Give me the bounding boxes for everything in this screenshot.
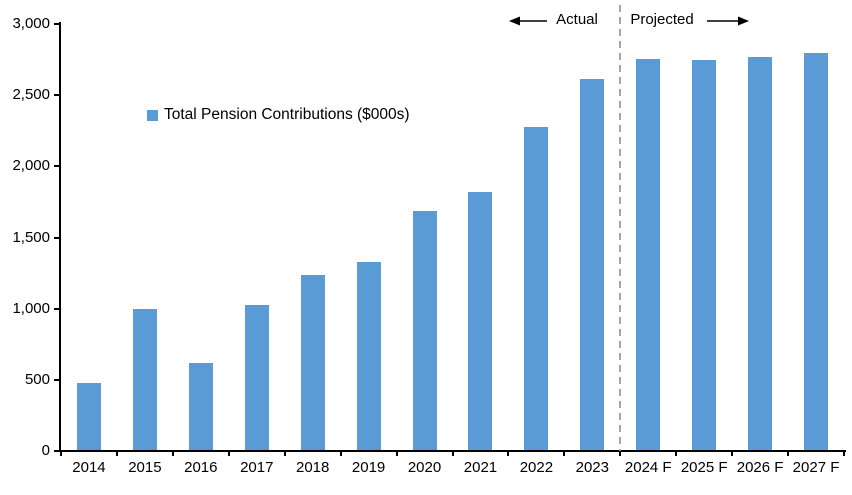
bar-2024 F <box>636 58 661 450</box>
x-tick-mark <box>843 451 845 456</box>
x-tick-mark <box>675 451 678 456</box>
bar-2020 <box>412 210 437 450</box>
x-tick-mark <box>339 451 342 456</box>
y-tick-label: 1,500 <box>12 228 50 246</box>
bar-2022 <box>524 126 549 450</box>
x-tick-label: 2014 <box>72 459 106 476</box>
y-tick-mark <box>54 307 61 310</box>
actual-projected-divider <box>619 5 622 451</box>
y-tick-label: 3,000 <box>12 15 50 32</box>
left-arrow-icon <box>509 16 547 26</box>
x-tick-label: 2015 <box>128 459 162 476</box>
projected-label: Projected <box>630 11 694 28</box>
x-tick-label: 2024 F <box>624 459 672 476</box>
x-tick-label: 2020 <box>407 459 442 476</box>
x-tick-mark <box>171 451 174 456</box>
x-tick-label: 2025 F <box>680 459 728 476</box>
x-tick-label: 2021 <box>463 459 498 476</box>
x-tick-mark <box>451 451 454 456</box>
actual-label: Actual <box>556 11 598 28</box>
x-tick-mark <box>227 451 230 456</box>
x-tick-mark <box>787 451 790 456</box>
x-tick-label: 2026 F <box>736 459 784 476</box>
bar-2017 <box>244 304 269 450</box>
x-tick-mark <box>60 451 62 456</box>
x-tick-label: 2022 <box>519 459 554 476</box>
x-tick-label: 2019 <box>351 459 386 476</box>
bar-2019 <box>356 262 381 450</box>
legend: Total Pension Contributions ($000s) <box>147 105 410 125</box>
x-tick-mark <box>115 451 118 456</box>
y-tick-label: 2,000 <box>12 157 50 175</box>
x-tick-label: 2017 <box>240 459 274 476</box>
x-tick-label: 2016 <box>184 459 218 476</box>
legend-swatch-icon <box>147 109 158 121</box>
bar-2021 <box>468 192 493 450</box>
bar-2016 <box>188 363 213 450</box>
y-tick-mark <box>54 94 61 97</box>
bar-2026 F <box>748 57 773 450</box>
bar-2027 F <box>804 52 829 450</box>
y-tick-mark <box>54 236 61 239</box>
bar-2014 <box>76 383 101 450</box>
x-tick-mark <box>619 451 622 456</box>
right-arrow-icon <box>707 16 749 26</box>
x-tick-label: 2018 <box>295 459 330 476</box>
y-tick-mark <box>54 165 61 168</box>
bar-2025 F <box>692 60 717 450</box>
bar-2023 <box>580 78 605 450</box>
bar-2015 <box>132 309 157 450</box>
y-tick-mark <box>54 378 61 381</box>
y-tick-label: 2,500 <box>12 86 50 104</box>
x-tick-mark <box>507 451 510 456</box>
y-tick-label: 500 <box>24 370 50 388</box>
x-tick-label: 2027 F <box>792 459 840 476</box>
x-tick-mark <box>395 451 398 456</box>
x-tick-mark <box>283 451 286 456</box>
y-tick-label: 1,000 <box>12 299 50 317</box>
y-tick-mark <box>54 23 61 25</box>
y-tick-label: 0 <box>41 442 50 459</box>
y-tick-mark <box>54 450 61 452</box>
bar-2018 <box>300 274 325 450</box>
legend-label: Total Pension Contributions ($000s) <box>164 106 410 123</box>
x-tick-mark <box>563 451 566 456</box>
x-tick-label: 2023 <box>575 459 609 476</box>
x-tick-mark <box>731 451 734 456</box>
